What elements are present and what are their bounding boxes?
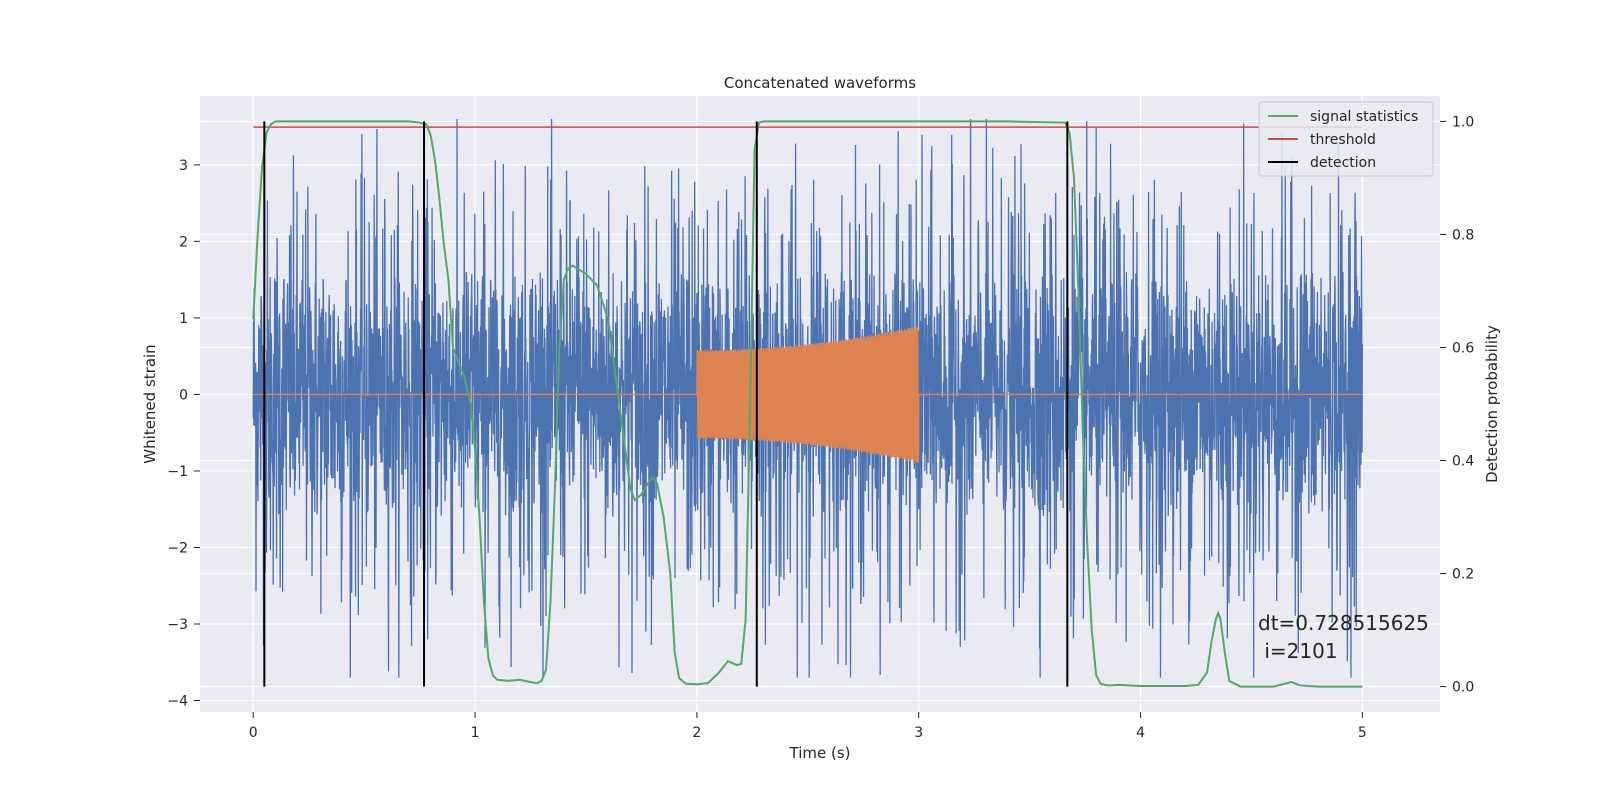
plot-content	[252, 118, 1364, 688]
legend-label-detection: detection	[1310, 155, 1376, 171]
signal-statistics-series	[252, 120, 1363, 688]
y-tick-label-4: 0	[179, 387, 188, 403]
y-tick-label-1: −3	[167, 617, 188, 633]
strain-series	[252, 118, 1364, 678]
y-tick-label-3: −1	[167, 464, 188, 480]
y-tick-label-7: 3	[179, 158, 188, 174]
y2-tick-label-3: 0.6	[1452, 340, 1474, 356]
x-tick-label-0: 0	[249, 725, 258, 741]
x-axis-label: Time (s)	[789, 744, 851, 762]
y2-axis-label: Detection probability	[1483, 325, 1501, 483]
legend-label-threshold: threshold	[1310, 132, 1376, 148]
x-axis-ticks: 0 1 2 3 4 5	[249, 712, 1367, 741]
y2-tick-label-5: 1.0	[1452, 114, 1474, 130]
y2-tick-label-1: 0.2	[1452, 567, 1474, 583]
y2-tick-label-2: 0.4	[1452, 454, 1474, 470]
chart-title: Concatenated waveforms	[724, 74, 916, 92]
annotation-dt: dt=0.728515625	[1258, 611, 1429, 635]
x-tick-label-1: 1	[471, 725, 480, 741]
y-axis-ticks: −4 −3 −2 −1 0 1 2 3	[167, 158, 200, 710]
x-tick-label-4: 4	[1136, 725, 1145, 741]
y-tick-label-5: 1	[179, 311, 188, 327]
y2-axis-ticks: 0.0 0.2 0.4 0.6 0.8 1.0	[1440, 114, 1474, 696]
y-axis-label: Whitened strain	[141, 344, 159, 463]
legend: signal statistics threshold detection	[1258, 101, 1434, 177]
y2-tick-label-4: 0.8	[1452, 227, 1474, 243]
legend-box	[1258, 101, 1434, 177]
y-tick-label-0: −4	[167, 694, 188, 710]
waveform-series	[253, 326, 1363, 464]
x-tick-label-5: 5	[1358, 725, 1367, 741]
legend-label-signal-statistics: signal statistics	[1310, 109, 1418, 125]
y-tick-label-2: −2	[167, 540, 188, 556]
y-tick-label-6: 2	[179, 234, 188, 250]
y2-tick-label-0: 0.0	[1452, 680, 1474, 696]
x-tick-label-3: 3	[914, 725, 923, 741]
annotation-index: i=2101	[1258, 639, 1338, 663]
x-tick-label-2: 2	[692, 725, 701, 741]
